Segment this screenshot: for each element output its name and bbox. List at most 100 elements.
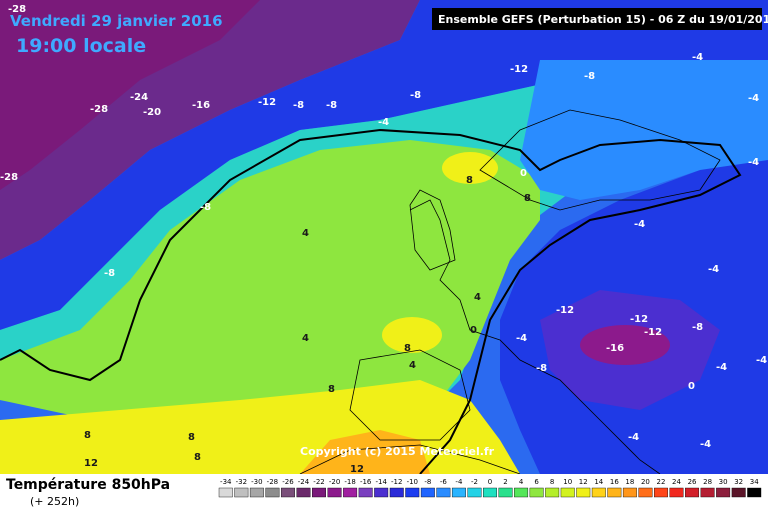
scale-tick-label: -22	[313, 478, 324, 486]
run-label-box	[432, 8, 762, 30]
scale-swatch	[312, 487, 326, 498]
isotherm-label: -16	[192, 100, 210, 111]
scale-swatch	[389, 487, 404, 498]
scale-tick-label: 12	[579, 478, 588, 486]
isotherm-label: -24	[130, 92, 148, 103]
coastline-europe	[409, 199, 661, 474]
scale-swatch	[529, 487, 544, 498]
scale-tick-label: 22	[657, 478, 666, 486]
scale-tick-label: 14	[594, 478, 603, 486]
isotherm-label: 8	[524, 193, 531, 204]
scale-swatch	[545, 487, 560, 498]
scale-swatch	[234, 487, 249, 498]
isotherm-label: -4	[692, 52, 703, 63]
isotherm-label: -4	[708, 264, 719, 275]
scale-swatch	[218, 487, 233, 498]
scale-tick-label: 26	[688, 478, 697, 486]
isotherm-label: -8	[104, 268, 115, 279]
isotherm-label: -4	[756, 355, 767, 366]
isotherm-label: 12	[84, 458, 98, 469]
scale-tick-label: -12	[391, 478, 402, 486]
very-cold-core	[0, 0, 260, 190]
isotherm-label: 0	[688, 381, 695, 392]
scale-swatch	[358, 487, 373, 498]
scale-tick-label: 2	[503, 478, 507, 486]
isotherm-label: -4	[716, 362, 727, 373]
scale-swatch	[654, 487, 668, 498]
warm-pocket	[300, 430, 430, 474]
scale-swatch	[249, 487, 264, 498]
isotherm-label: -8	[584, 71, 595, 82]
isotherm-label: 4	[409, 360, 416, 371]
isotherm-label: -4	[628, 432, 639, 443]
isotherm-label: -28	[0, 172, 18, 183]
isotherm-label: 4	[474, 292, 481, 303]
scale-tick-label: -6	[440, 478, 448, 486]
scale-swatch	[607, 487, 622, 498]
legend-title: Température 850hPa	[6, 477, 171, 493]
scale-swatch	[731, 487, 746, 498]
scale-tick-label: 28	[703, 478, 712, 486]
coastline-iberia	[349, 349, 471, 441]
isotherm-label: 4	[302, 228, 309, 239]
scale-tick-label: -8	[424, 478, 431, 486]
scale-swatch	[467, 487, 482, 498]
forecast-time: 19:00 locale	[16, 35, 146, 57]
scale-swatch	[622, 487, 637, 498]
scale-tick-label: -30	[251, 478, 262, 486]
scale-swatch	[374, 487, 389, 498]
isotherm-label: -4	[748, 93, 759, 104]
isotherm-label: -8	[692, 322, 703, 333]
isotherm-label: -4	[700, 439, 711, 450]
warm-pocket-biscay	[382, 317, 442, 353]
isotherm-label: -4	[748, 157, 759, 168]
scale-swatch	[483, 487, 497, 498]
scale-tick-label: 32	[734, 478, 743, 486]
isotherm-label: -12	[258, 97, 276, 108]
isotherm-label: -28	[8, 4, 26, 15]
scale-tick-label: 24	[672, 478, 681, 486]
scale-swatch	[280, 487, 295, 498]
isotherm-label: 12	[350, 464, 364, 474]
scale-swatch	[265, 487, 280, 498]
warm-pocket-north	[442, 152, 498, 184]
scale-swatch	[700, 487, 715, 498]
temperature-map: Vendredi 29 janvier 2016 19:00 locale En…	[0, 0, 768, 474]
scale-tick-label: 4	[519, 478, 524, 486]
coastline-africa	[299, 444, 521, 474]
isotherm-label: -8	[293, 100, 304, 111]
scale-tick-label: -18	[344, 478, 355, 486]
scandinavia-cold	[520, 60, 768, 200]
isotherm-label: -8	[536, 363, 547, 374]
scale-tick-label: -16	[360, 478, 372, 486]
scale-swatch	[343, 487, 358, 498]
zero-isotherm	[0, 128, 742, 474]
scale-tick-label: 10	[563, 478, 572, 486]
legend-footer: Température 850hPa (+ 252h) -34 -32 -30 -28…	[0, 474, 768, 512]
isotherm-label: 8	[328, 384, 335, 395]
isotherm-label: 0	[520, 168, 527, 179]
coastline-scandinavia	[479, 109, 721, 211]
scale-tick-label: -4	[455, 478, 463, 486]
scale-tick-label: -2	[471, 478, 478, 486]
coastline-uk	[409, 189, 456, 271]
scale-swatch	[327, 487, 342, 498]
isotherm-label: -12	[644, 327, 662, 338]
scale-tick-label: 6	[534, 478, 539, 486]
forecast-date: Vendredi 29 janvier 2016	[10, 12, 223, 30]
isotherm-label: -4	[634, 219, 645, 230]
scale-swatch	[638, 487, 653, 498]
copyright: Copyright (c) 2015 Meteociel.fr	[300, 445, 495, 458]
isotherm-label: 8	[466, 175, 473, 186]
scale-tick-label: -34	[220, 478, 232, 486]
scale-tick-label: 16	[610, 478, 619, 486]
scale-tick-label: 34	[750, 478, 759, 486]
scale-swatch	[451, 487, 466, 498]
isotherm-label: -8	[410, 90, 421, 101]
scale-tick-label: -10	[407, 478, 418, 486]
isotherm-label: -28	[90, 104, 108, 115]
scale-tick-label: -14	[375, 478, 387, 486]
scale-tick-label: 8	[550, 478, 554, 486]
isotherm-label: -8	[326, 100, 337, 111]
